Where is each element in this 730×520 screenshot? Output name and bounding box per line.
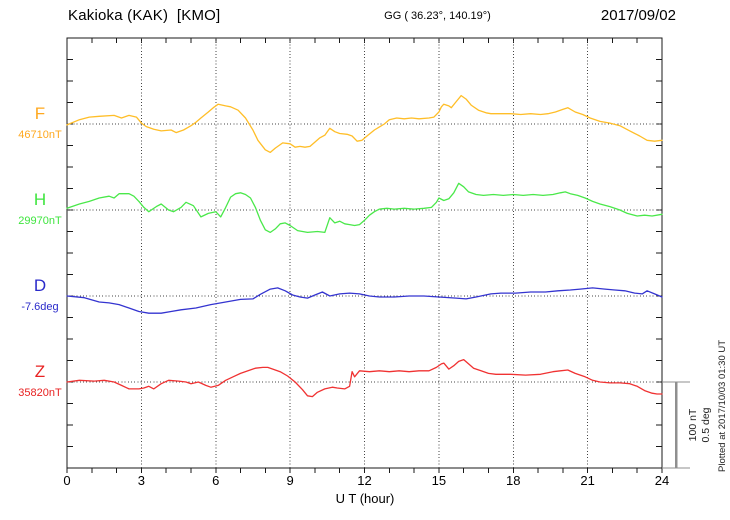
series-label-F: F 46710nT [0, 105, 80, 141]
x-tick-label-6: 6 [212, 473, 220, 488]
series-letter-F: F [34, 104, 46, 123]
scale-label-deg: 0.5 deg [700, 407, 712, 443]
series-label-H: H 29970nT [0, 191, 80, 227]
trace-H [66, 182, 663, 234]
scale-label-nt: 100 nT [687, 408, 699, 442]
series-letter-D: D [33, 276, 47, 295]
series-baseline-value-Z: 35820nT [18, 387, 62, 399]
x-tick-label-3: 3 [137, 473, 145, 488]
series-baseline-value-H: 29970nT [18, 215, 62, 227]
x-tick-label-9: 9 [286, 473, 294, 488]
x-tick-label-12: 12 [357, 473, 372, 488]
series-letter-H: H [33, 190, 47, 209]
x-tick-label-18: 18 [506, 473, 521, 488]
series-label-Z: Z 35820nT [0, 363, 80, 399]
geo-coordinates: GG ( 36.23°, 140.19°) [384, 10, 491, 22]
scale-bar-labels: 100 nT 0.5 deg [687, 399, 713, 451]
series-baseline-value-D: -7.6deg [21, 301, 59, 313]
trace-D [66, 287, 663, 314]
x-tick-label-21: 21 [580, 473, 595, 488]
series-baseline-value-F: 46710nT [18, 129, 62, 141]
trace-Z [66, 358, 663, 398]
trace-F [66, 94, 663, 154]
plot-date: 2017/09/02 [600, 7, 676, 24]
x-axis-title: U T (hour) [335, 491, 395, 506]
x-tick-label-24: 24 [654, 473, 670, 488]
plotted-at-note: Plotted at 2017/10/03 01:30 UT [717, 339, 728, 472]
x-tick-label-15: 15 [431, 473, 447, 488]
series-letter-Z: Z [34, 362, 46, 381]
x-tick-label-0: 0 [63, 473, 71, 488]
station-title: Kakioka (KAK) [KMO] [68, 7, 221, 24]
series-label-D: D -7.6deg [0, 277, 80, 313]
